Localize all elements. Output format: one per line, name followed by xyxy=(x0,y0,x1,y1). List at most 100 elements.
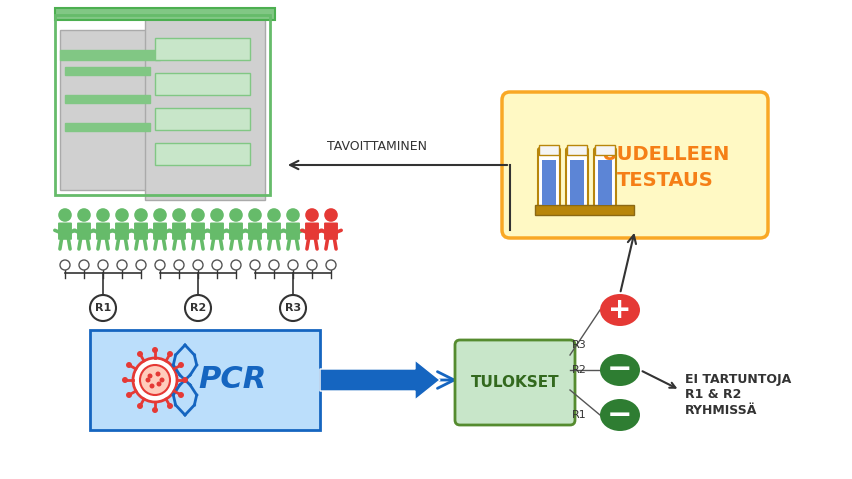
Circle shape xyxy=(172,208,186,222)
FancyBboxPatch shape xyxy=(595,145,614,155)
Circle shape xyxy=(117,260,127,270)
FancyBboxPatch shape xyxy=(153,223,167,240)
Circle shape xyxy=(324,208,337,222)
FancyBboxPatch shape xyxy=(172,223,186,240)
Circle shape xyxy=(133,358,177,402)
Circle shape xyxy=(155,372,160,376)
FancyBboxPatch shape xyxy=(566,148,587,212)
Circle shape xyxy=(156,381,161,387)
Circle shape xyxy=(167,403,173,409)
FancyBboxPatch shape xyxy=(534,205,633,215)
FancyBboxPatch shape xyxy=(210,223,224,240)
Circle shape xyxy=(279,295,306,321)
Circle shape xyxy=(286,208,299,222)
Circle shape xyxy=(250,260,260,270)
FancyBboxPatch shape xyxy=(305,223,319,240)
Circle shape xyxy=(134,208,147,222)
Circle shape xyxy=(90,295,116,321)
Circle shape xyxy=(325,260,336,270)
Circle shape xyxy=(185,295,210,321)
Circle shape xyxy=(155,260,164,270)
FancyArrow shape xyxy=(320,360,440,400)
Circle shape xyxy=(181,377,187,383)
FancyBboxPatch shape xyxy=(55,8,274,20)
Circle shape xyxy=(122,377,128,383)
Circle shape xyxy=(212,260,222,270)
FancyBboxPatch shape xyxy=(567,145,586,155)
Text: +: + xyxy=(607,296,631,324)
Text: R1 & R2: R1 & R2 xyxy=(684,388,740,401)
FancyBboxPatch shape xyxy=(597,160,611,205)
FancyBboxPatch shape xyxy=(65,123,150,131)
FancyBboxPatch shape xyxy=(593,148,615,212)
Text: EI TARTUNTOJA: EI TARTUNTOJA xyxy=(684,374,791,387)
FancyBboxPatch shape xyxy=(60,30,160,190)
Circle shape xyxy=(307,260,317,270)
FancyBboxPatch shape xyxy=(324,223,337,240)
Circle shape xyxy=(178,362,184,368)
FancyBboxPatch shape xyxy=(541,160,556,205)
FancyBboxPatch shape xyxy=(191,223,204,240)
Text: R3: R3 xyxy=(285,303,301,313)
FancyBboxPatch shape xyxy=(155,73,250,95)
Circle shape xyxy=(115,208,129,222)
Circle shape xyxy=(137,351,143,357)
Circle shape xyxy=(98,260,108,270)
FancyBboxPatch shape xyxy=(538,148,560,212)
Circle shape xyxy=(159,377,164,383)
FancyBboxPatch shape xyxy=(155,38,250,60)
Text: PCR: PCR xyxy=(199,365,267,395)
Text: −: − xyxy=(607,400,632,430)
FancyBboxPatch shape xyxy=(155,143,250,165)
Circle shape xyxy=(178,392,184,398)
FancyBboxPatch shape xyxy=(96,223,110,240)
FancyBboxPatch shape xyxy=(229,223,243,240)
FancyBboxPatch shape xyxy=(134,223,147,240)
Circle shape xyxy=(78,208,90,222)
Circle shape xyxy=(126,392,132,398)
Circle shape xyxy=(140,365,170,395)
FancyBboxPatch shape xyxy=(90,330,320,430)
FancyBboxPatch shape xyxy=(248,223,262,240)
Circle shape xyxy=(210,208,223,222)
Ellipse shape xyxy=(599,294,639,326)
Circle shape xyxy=(146,377,150,383)
Circle shape xyxy=(231,260,241,270)
Text: −: − xyxy=(607,355,632,385)
Circle shape xyxy=(147,374,153,378)
Text: UUDELLEEN: UUDELLEEN xyxy=(600,145,728,164)
Circle shape xyxy=(248,208,262,222)
FancyBboxPatch shape xyxy=(77,223,91,240)
Circle shape xyxy=(152,347,158,353)
Circle shape xyxy=(229,208,243,222)
FancyBboxPatch shape xyxy=(569,160,584,205)
Circle shape xyxy=(79,260,89,270)
Circle shape xyxy=(191,208,204,222)
FancyBboxPatch shape xyxy=(145,15,265,200)
Circle shape xyxy=(267,208,280,222)
FancyBboxPatch shape xyxy=(538,145,558,155)
Circle shape xyxy=(268,260,279,270)
FancyBboxPatch shape xyxy=(267,223,280,240)
Text: R2: R2 xyxy=(572,365,586,375)
Ellipse shape xyxy=(599,399,639,431)
Circle shape xyxy=(149,384,154,388)
Circle shape xyxy=(193,260,203,270)
Text: TULOKSET: TULOKSET xyxy=(470,375,559,390)
Text: R1: R1 xyxy=(95,303,111,313)
Circle shape xyxy=(135,260,146,270)
FancyBboxPatch shape xyxy=(58,223,72,240)
Ellipse shape xyxy=(599,354,639,386)
Circle shape xyxy=(137,403,143,409)
FancyBboxPatch shape xyxy=(60,50,160,60)
FancyBboxPatch shape xyxy=(65,95,150,103)
Circle shape xyxy=(60,260,70,270)
Text: R3: R3 xyxy=(572,340,586,350)
Circle shape xyxy=(305,208,319,222)
Circle shape xyxy=(153,208,167,222)
FancyBboxPatch shape xyxy=(155,108,250,130)
FancyBboxPatch shape xyxy=(502,92,767,238)
Text: TAVOITTAMINEN: TAVOITTAMINEN xyxy=(327,140,427,153)
Circle shape xyxy=(126,362,132,368)
Circle shape xyxy=(288,260,297,270)
